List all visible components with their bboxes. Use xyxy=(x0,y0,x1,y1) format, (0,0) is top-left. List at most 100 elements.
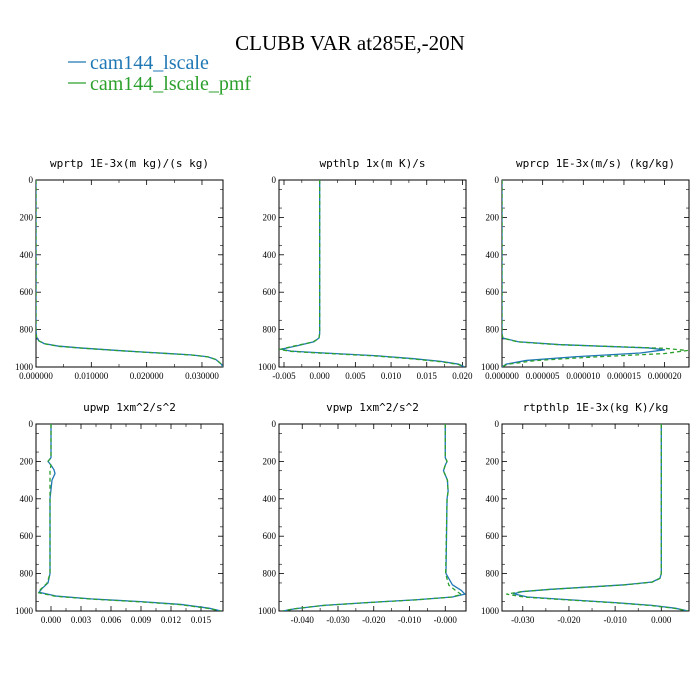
y-tick-label: 400 xyxy=(486,250,500,260)
y-tick-label: 400 xyxy=(263,250,277,260)
plot-frame xyxy=(278,423,467,612)
series-line-cam144-lscale xyxy=(282,424,466,611)
y-tick-label: 200 xyxy=(486,456,500,466)
y-tick-label: 800 xyxy=(263,569,277,579)
y-tick-label: 600 xyxy=(263,531,277,541)
panel-title: vpwp 1xm^2/s^2 xyxy=(326,401,419,414)
y-tick-label: 400 xyxy=(20,250,34,260)
panel-4: upwp 1xm^2/s^2 0 200 400 600 800 1000 0.000 0.00… xyxy=(15,401,224,625)
y-tick-label: 600 xyxy=(486,531,500,541)
x-tick-label: 0.000020 xyxy=(648,371,682,381)
x-tick-label: -0.010 xyxy=(603,615,627,625)
y-tick-label: 600 xyxy=(263,287,277,297)
x-tick-label: 0.006 xyxy=(101,615,122,625)
panel-title: wpthlp 1x(m K)/s xyxy=(320,157,426,170)
x-tick-label: 0.009 xyxy=(131,615,152,625)
panel-2: wpthlp 1x(m K)/s 0 200 400 600 800 1000-0.005 0… xyxy=(258,157,473,381)
x-tick-label: -0.040 xyxy=(291,615,315,625)
y-tick-label: 1000 xyxy=(481,362,500,372)
y-tick-label: 800 xyxy=(20,569,34,579)
series-line-cam144-lscale xyxy=(280,180,465,367)
x-tick-label: 0.020 xyxy=(452,371,473,381)
y-tick-label: 0 xyxy=(29,175,34,185)
x-tick-label: 0.020000 xyxy=(130,371,164,381)
plot-frame xyxy=(501,423,690,612)
y-tick-label: 1000 xyxy=(258,362,277,372)
panel-title: wprcp 1E-3x(m/s) (kg/kg) xyxy=(516,157,675,170)
x-tick-label: 0.000 xyxy=(310,371,331,381)
y-tick-label: 800 xyxy=(486,325,500,335)
series-line-cam144-lscale-pmf xyxy=(37,424,222,611)
legend-label-cam144-lscale: cam144_lscale xyxy=(90,52,209,74)
x-tick-label: 0.015 xyxy=(191,615,212,625)
series-line-cam144-lscale-pmf xyxy=(36,180,223,367)
y-tick-label: 200 xyxy=(20,212,34,222)
x-tick-label: -0.000 xyxy=(434,615,458,625)
y-tick-label: 1000 xyxy=(15,362,34,372)
y-tick-label: 0 xyxy=(272,419,277,429)
y-tick-label: 400 xyxy=(20,494,34,504)
series-line-cam144-lscale xyxy=(502,180,666,367)
x-tick-label: 0.000000 xyxy=(19,371,53,381)
x-tick-label: -0.020 xyxy=(362,615,386,625)
panel-title: upwp 1xm^2/s^2 xyxy=(83,401,176,414)
y-tick-label: 200 xyxy=(263,212,277,222)
y-tick-label: 400 xyxy=(263,494,277,504)
y-tick-label: 600 xyxy=(486,287,500,297)
y-tick-label: 0 xyxy=(495,175,500,185)
plot-frame xyxy=(278,179,467,368)
panel-6: rtpthlp 1E-3x(kg K)/kg 0 200 400 600 800 1000 -… xyxy=(481,401,690,625)
x-tick-label: -0.005 xyxy=(272,371,296,381)
series-line-cam144-lscale-pmf xyxy=(505,424,689,611)
series-line-cam144-lscale-pmf xyxy=(282,424,463,611)
x-tick-label: -0.010 xyxy=(398,615,422,625)
x-tick-label: -0.030 xyxy=(511,615,535,625)
legend: cam144_lscale cam144_lscale_pmf xyxy=(68,52,251,95)
x-tick-label: 0.000 xyxy=(651,615,672,625)
plot-frame xyxy=(35,179,224,368)
x-tick-label: 0.003 xyxy=(71,615,92,625)
series-line-cam144-lscale-pmf xyxy=(279,180,465,367)
x-tick-label: -0.030 xyxy=(326,615,350,625)
x-tick-label: 0.000015 xyxy=(607,371,641,381)
y-tick-label: 600 xyxy=(20,531,34,541)
x-tick-label: 0.000 xyxy=(41,615,62,625)
y-tick-label: 0 xyxy=(29,419,34,429)
y-tick-label: 0 xyxy=(495,419,500,429)
x-tick-label: 0.000010 xyxy=(566,371,600,381)
panel-5: vpwp 1xm^2/s^2 0 200 400 600 800 1000 -0.040 -0.… xyxy=(258,401,467,625)
x-tick-label: 0.000005 xyxy=(526,371,560,381)
x-tick-label: 0.005 xyxy=(345,371,366,381)
y-tick-label: 1000 xyxy=(15,606,34,616)
y-tick-label: 200 xyxy=(486,212,500,222)
x-tick-label: 0.030000 xyxy=(185,371,219,381)
plot-frame xyxy=(35,423,224,612)
y-tick-label: 1000 xyxy=(258,606,277,616)
series-line-cam144-lscale-pmf xyxy=(502,180,689,367)
x-tick-label: 0.010000 xyxy=(74,371,108,381)
figure-title: CLUBB VAR at285E,-20N xyxy=(235,31,465,55)
x-tick-label: -0.020 xyxy=(557,615,581,625)
y-tick-label: 800 xyxy=(263,325,277,335)
y-tick-label: 800 xyxy=(20,325,34,335)
x-tick-label: 0.010 xyxy=(381,371,402,381)
y-tick-label: 200 xyxy=(263,456,277,466)
panel-3: wprcp 1E-3x(m/s) (kg/kg) 0 200 400 600 800 100… xyxy=(481,157,690,381)
series-line-cam144-lscale xyxy=(38,424,222,611)
plot-frame xyxy=(501,179,690,368)
y-tick-label: 600 xyxy=(20,287,34,297)
y-tick-label: 200 xyxy=(20,456,34,466)
panel-title: wprtp 1E-3x(m kg)/(s kg) xyxy=(50,157,209,170)
legend-label-cam144-lscale-pmf: cam144_lscale_pmf xyxy=(90,73,251,95)
x-tick-label: 0.000000 xyxy=(485,371,519,381)
panel-1: wprtp 1E-3x(m kg)/(s kg) 0 200 400 600 800 100… xyxy=(15,157,224,381)
y-tick-label: 400 xyxy=(486,494,500,504)
y-tick-label: 800 xyxy=(486,569,500,579)
x-tick-label: 0.012 xyxy=(161,615,181,625)
panel-grid: wprtp 1E-3x(m kg)/(s kg) 0 200 400 600 800 100… xyxy=(15,157,690,625)
x-tick-label: 0.015 xyxy=(417,371,438,381)
y-tick-label: 1000 xyxy=(481,606,500,616)
y-tick-label: 0 xyxy=(272,175,277,185)
series-line-cam144-lscale xyxy=(36,180,223,367)
